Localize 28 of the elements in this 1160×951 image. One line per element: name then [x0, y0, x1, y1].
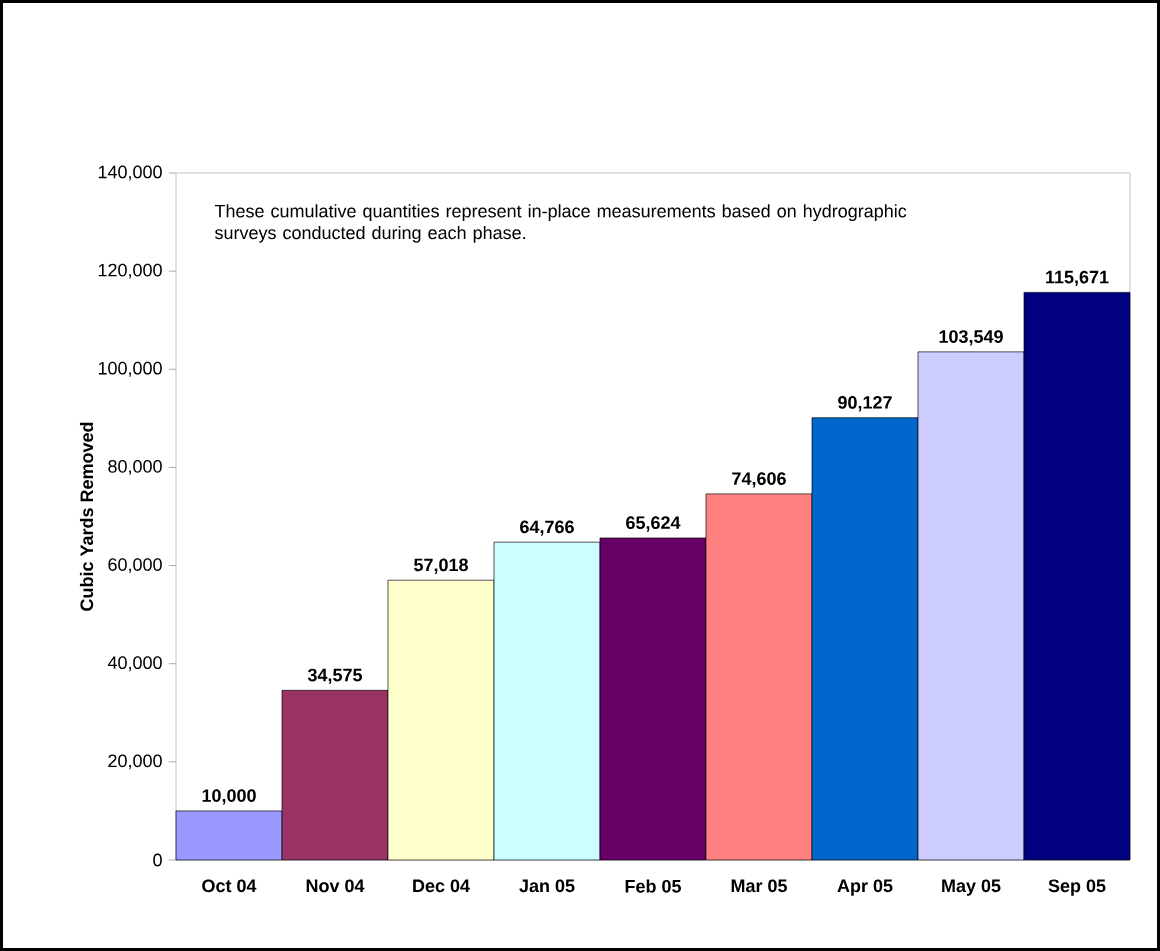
y-tick-label: 0: [153, 853, 162, 867]
data-label: 64,766: [520, 520, 574, 536]
x-tick-label: Jan 05: [519, 879, 575, 893]
y-tick-label: 100,000: [98, 361, 162, 377]
y-tick-label: 20,000: [108, 754, 162, 770]
data-label: 115,671: [1046, 270, 1109, 287]
annotation: These cumulative quantities represent in-place measurements based on hydrographic surveys conducted during each phase.: [214, 204, 907, 243]
y-tick-label: 120,000: [98, 263, 162, 279]
x-tick-label: Sep 05: [1048, 879, 1106, 896]
y-tick-label: 140,000: [98, 165, 162, 181]
x-tick-label: May 05: [942, 879, 1001, 896]
data-label: 10,000: [202, 789, 256, 805]
x-tick-label: Feb 05: [625, 879, 681, 893]
data-label: 90,127: [838, 396, 892, 412]
y-axis-title: Cubic Yards Removed: [79, 422, 94, 611]
data-label: 74,606: [732, 472, 786, 488]
x-tick-label: Nov 04: [306, 879, 365, 893]
data-label: 103,549: [939, 330, 1003, 346]
data-label: 34,575: [307, 668, 363, 685]
data-label: 57,018: [414, 558, 468, 574]
x-tick-label: Apr 05: [837, 879, 893, 896]
x-tick-label: Dec 04: [413, 879, 470, 893]
data-label: 65,624: [626, 516, 681, 532]
x-tick-label: Mar 05: [731, 879, 787, 893]
y-tick-label: 80,000: [108, 459, 162, 475]
y-tick-label: 60,000: [108, 558, 162, 573]
x-tick-label: Oct 04: [202, 879, 257, 893]
y-tick-label: 40,000: [107, 656, 162, 672]
